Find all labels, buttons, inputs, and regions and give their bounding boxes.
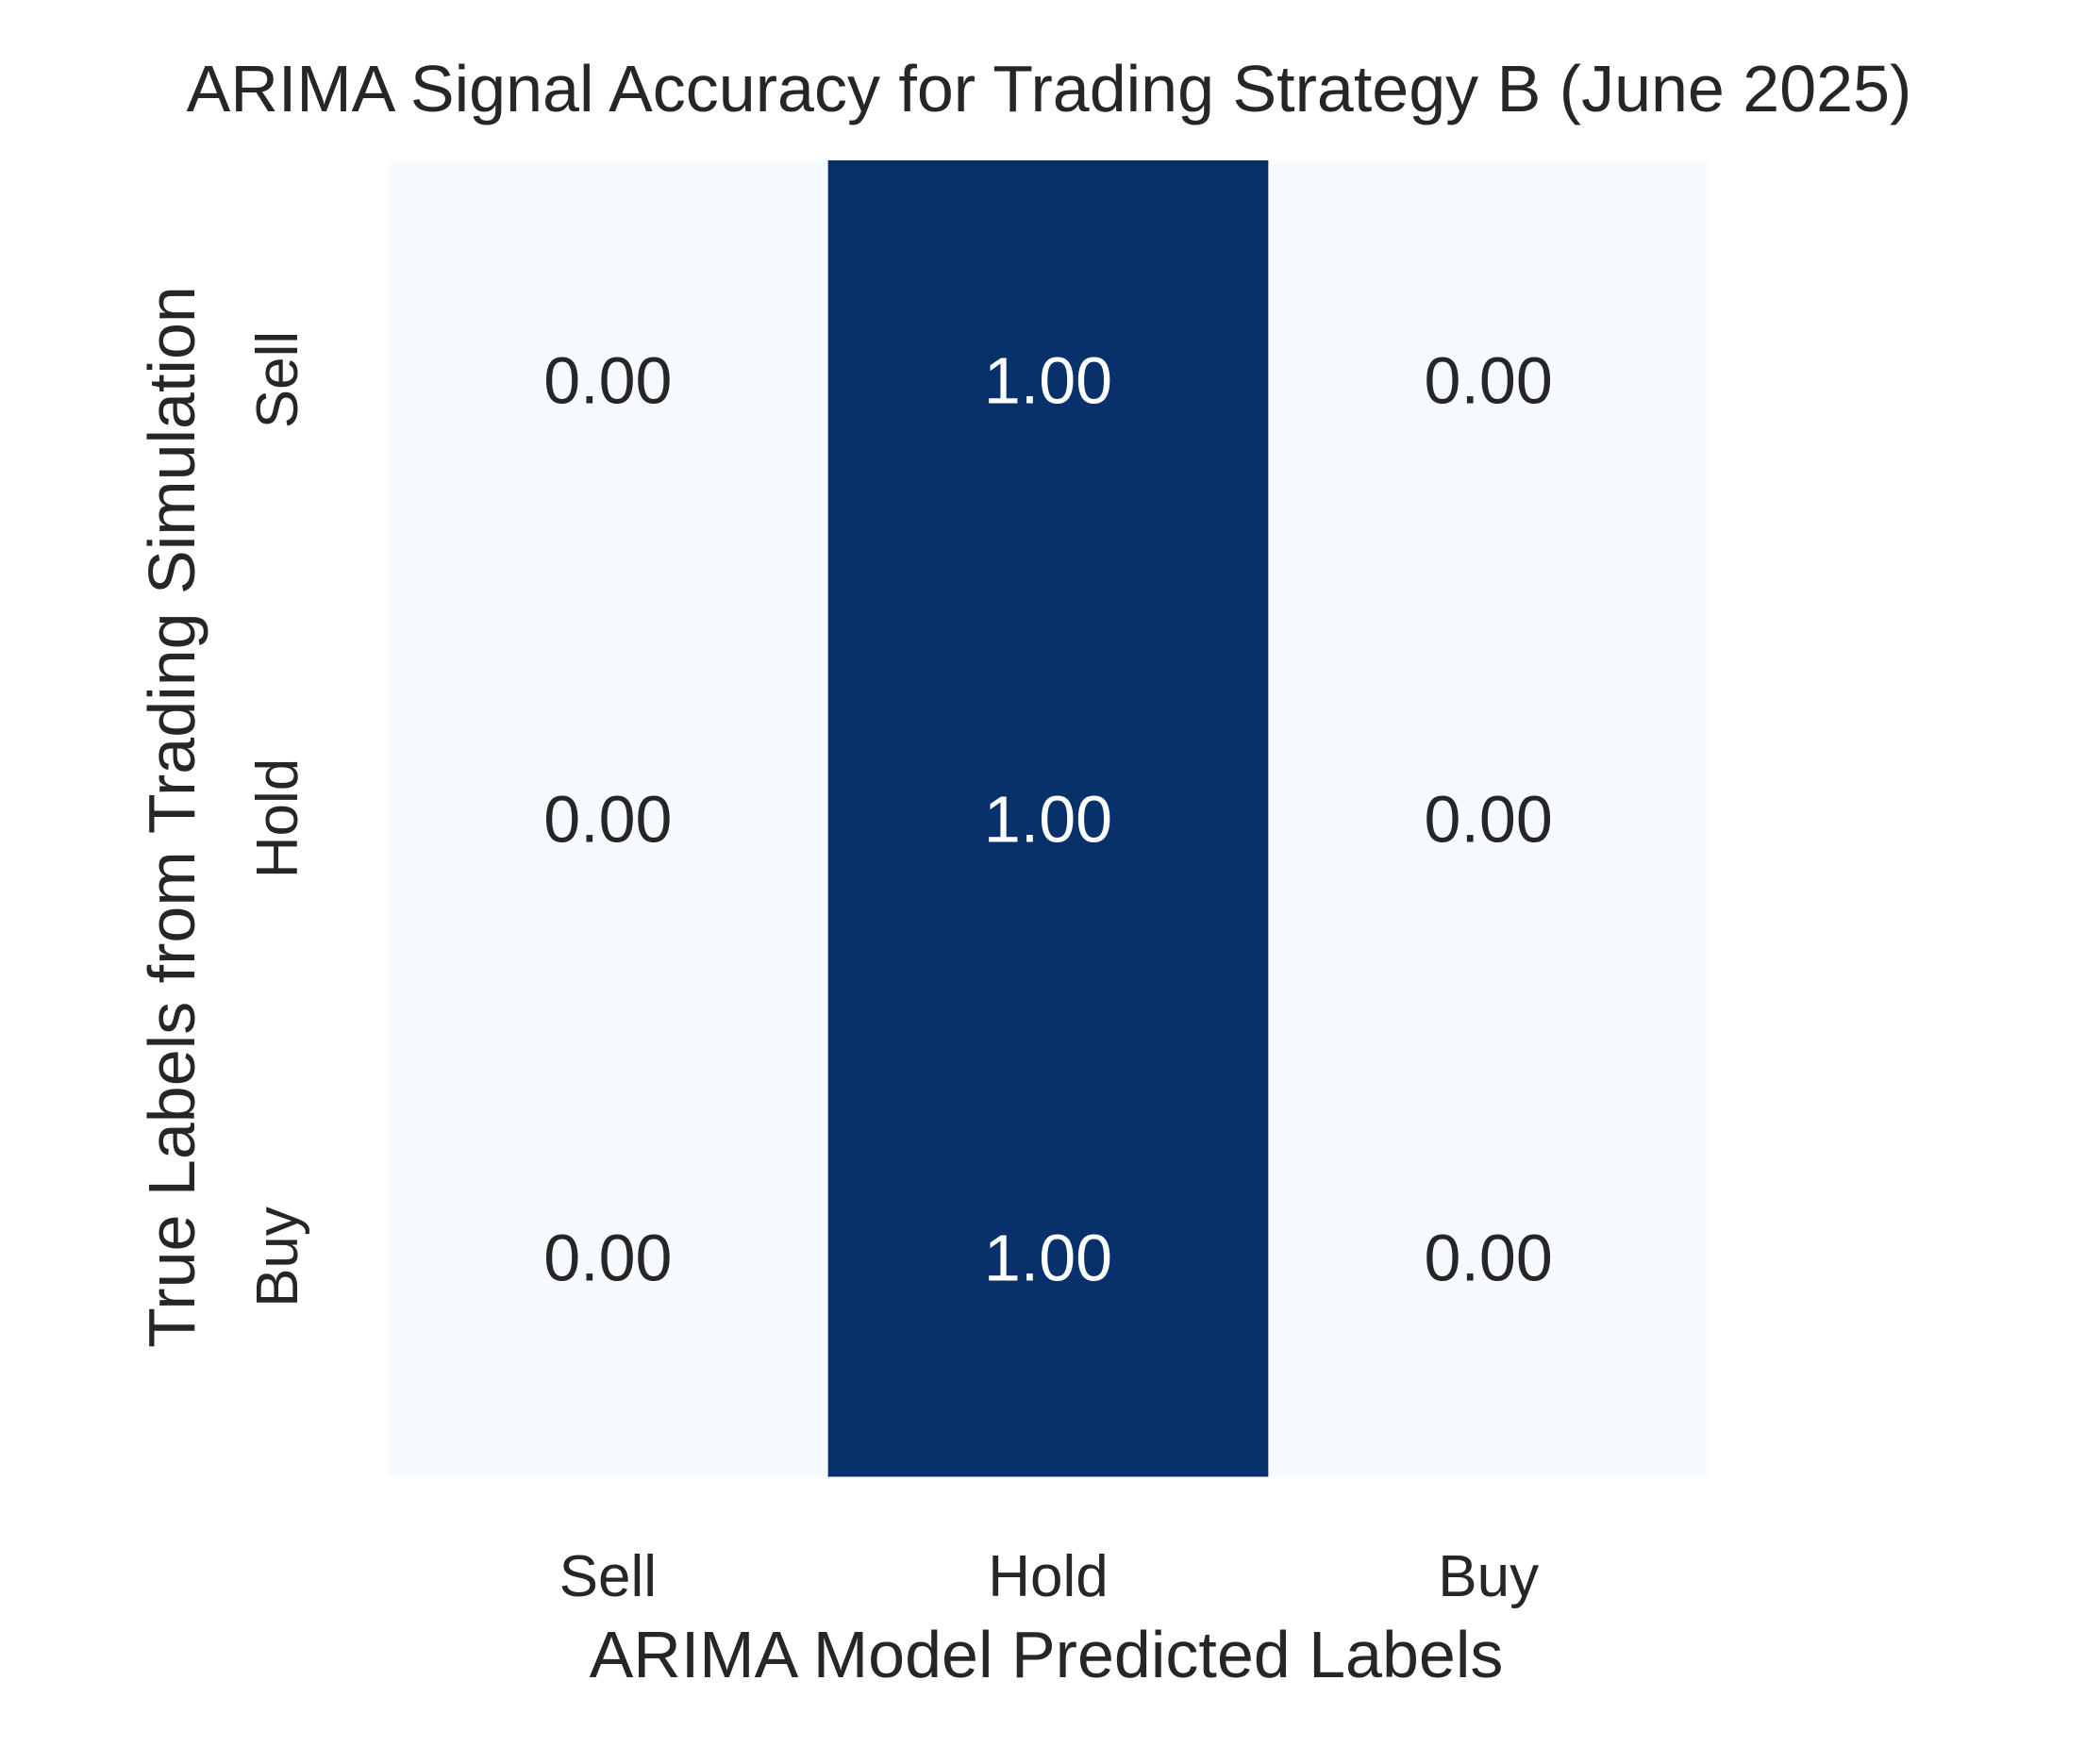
heatmap-cell (827, 1038, 1269, 1477)
y-tick-label: Hold (245, 758, 310, 879)
x-tick-label: Sell (559, 1544, 657, 1609)
y-tick-label: Buy (245, 1207, 310, 1307)
y-axis-label: True Labels from Trading Simulation (135, 286, 208, 1348)
cell-value-label: 0.00 (1425, 783, 1553, 857)
cell-value-label: 1.00 (984, 783, 1112, 857)
cell-value-label: 0.00 (1425, 344, 1553, 418)
heatmap-cell (1268, 599, 1710, 1039)
y-axis-tick-labels: Sell Hold Buy (245, 331, 310, 1307)
x-axis-label: ARIMA Model Predicted Labels (590, 1618, 1504, 1691)
heatmap-cell (388, 160, 829, 600)
heatmap-cell (1268, 1038, 1710, 1477)
cell-value-label: 1.00 (984, 1222, 1112, 1295)
cell-value-label: 0.00 (1425, 1222, 1553, 1295)
heatmap-cell (827, 599, 1269, 1039)
heatmap-cell (1268, 160, 1710, 600)
x-tick-label: Hold (988, 1544, 1109, 1609)
x-tick-label: Buy (1438, 1544, 1539, 1609)
heatmap-cells (388, 160, 1710, 1477)
heatmap-cell (388, 1038, 829, 1477)
heatmap-cell (827, 160, 1269, 600)
cell-value-label: 0.00 (543, 783, 672, 857)
cell-value-label: 0.00 (543, 1222, 672, 1295)
heatmap-cell-labels: 0.00 1.00 0.00 0.00 1.00 0.00 0.00 1.00 0.00 (543, 344, 1553, 1295)
cell-value-label: 0.00 (543, 344, 672, 418)
y-tick-label: Sell (245, 331, 310, 428)
chart-title: ARIMA Signal Accuracy for Trading Strate… (187, 52, 1912, 125)
x-axis-tick-labels: Sell Hold Buy (559, 1544, 1539, 1609)
heatmap-cell (388, 599, 829, 1039)
cell-value-label: 1.00 (984, 344, 1112, 418)
